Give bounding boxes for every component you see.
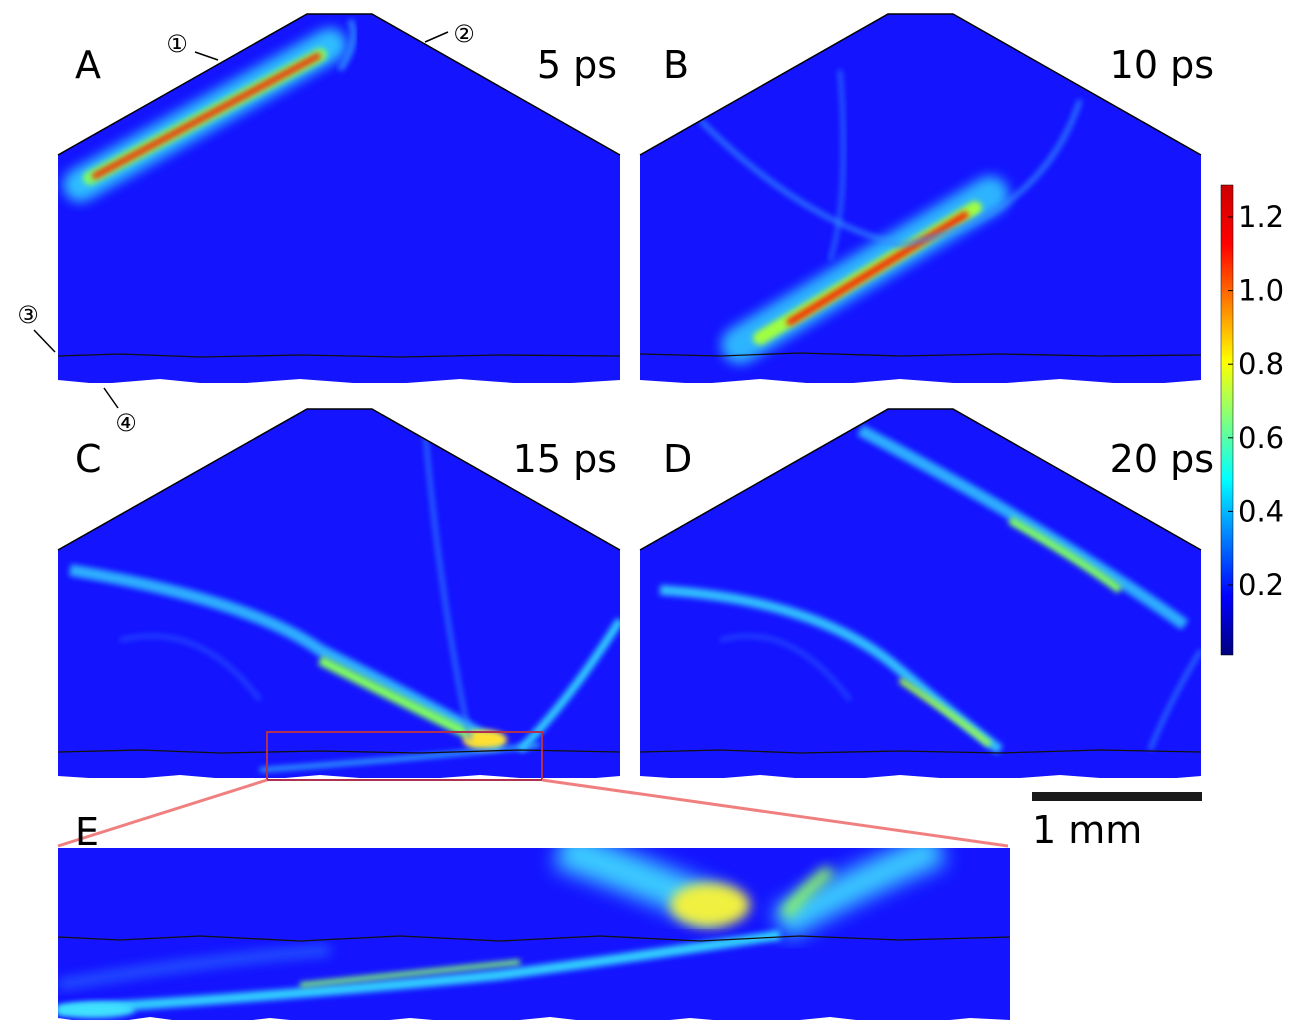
callout-2: ② <box>424 20 475 48</box>
callout-1: ① <box>166 30 219 61</box>
scale-bar-line <box>1032 792 1202 801</box>
scale-bar-label: 1 mm <box>1032 808 1142 852</box>
svg-text:③: ③ <box>17 301 39 329</box>
scale-bar: 1 mm <box>1032 792 1202 852</box>
panel-label-d: D <box>663 437 692 481</box>
panel-label-e: E <box>75 810 99 854</box>
time-label-b: 10 ps <box>1110 43 1214 87</box>
svg-text:②: ② <box>453 20 475 48</box>
colorbar-tick-label: 0.4 <box>1238 494 1284 528</box>
colorbar-tick-label: 1.2 <box>1238 200 1284 234</box>
panel-e <box>58 848 1010 1020</box>
time-label-a: 5 ps <box>537 43 617 87</box>
colorbar-tick-label: 0.6 <box>1238 421 1284 455</box>
colorbar: 1.2 1.0 0.8 0.6 0.4 0.2 <box>1220 184 1284 656</box>
time-label-d: 20 ps <box>1110 437 1214 481</box>
panel-label-b: B <box>663 43 689 87</box>
colorbar-tick-label: 0.2 <box>1238 568 1284 602</box>
time-label-c: 15 ps <box>513 437 617 481</box>
svg-text:④: ④ <box>115 409 137 437</box>
zoom-line-left <box>57 778 268 848</box>
panel-label-a: A <box>75 43 101 87</box>
colorbar-ticks: 1.2 1.0 0.8 0.6 0.4 0.2 <box>1228 200 1284 602</box>
zoom-line-right <box>541 778 1009 848</box>
zoom-box <box>266 731 543 781</box>
panel-label-c: C <box>75 437 102 481</box>
colorbar-tick-label: 0.8 <box>1238 347 1284 381</box>
callout-3: ③ <box>17 301 56 353</box>
colorbar-strip <box>1220 184 1234 656</box>
callout-4: ④ <box>103 387 137 437</box>
svg-text:①: ① <box>166 30 188 58</box>
colorbar-tick-label: 1.0 <box>1238 274 1284 308</box>
